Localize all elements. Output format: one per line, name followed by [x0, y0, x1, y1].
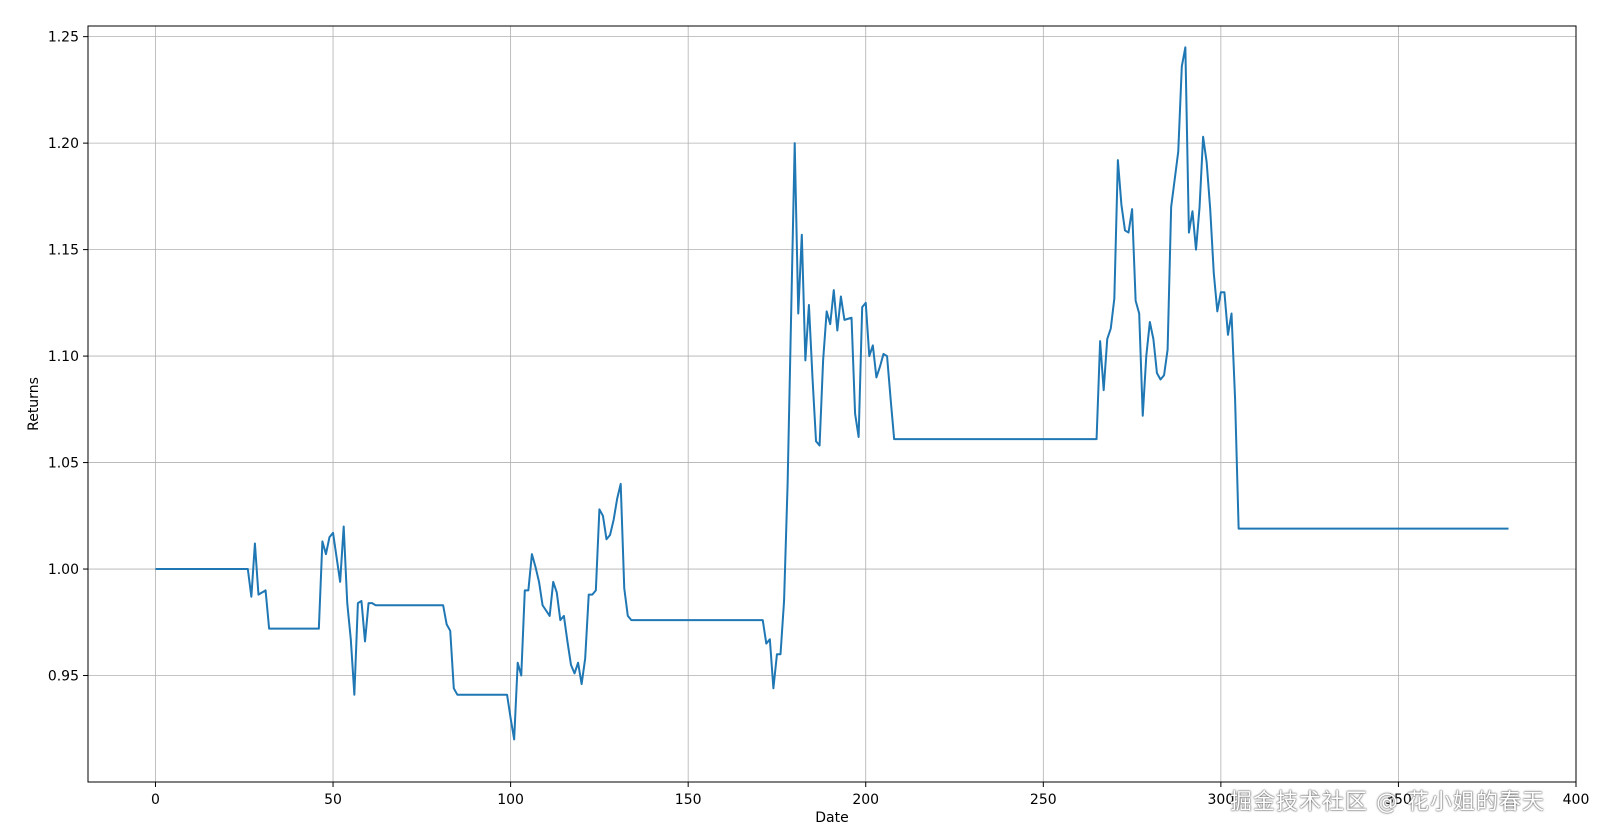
y-tick-label: 1.05	[48, 456, 79, 472]
x-tick-label: 200	[852, 792, 879, 808]
x-tick-label: 50	[324, 792, 342, 808]
plot-frame	[87, 25, 1577, 783]
x-tick-label: 100	[497, 792, 524, 808]
x-tick-label: 400	[1563, 792, 1590, 808]
y-tick-label: 1.15	[48, 243, 79, 259]
x-tick-label: 350	[1385, 792, 1412, 808]
y-tick-label: 1.25	[48, 30, 79, 46]
x-tick-label: 150	[675, 792, 702, 808]
series-line	[155, 46, 1509, 741]
y-axis-label: Returns	[26, 377, 42, 431]
x-tick-label: 300	[1208, 792, 1235, 808]
y-tick-label: 1.10	[48, 349, 79, 365]
x-axis-label: Date	[815, 810, 848, 826]
watermark-text: 掘金技术社区 @ 花小姐的春天	[1230, 790, 1545, 815]
y-tick-label: 1.20	[48, 136, 79, 152]
x-tick-label: 250	[1030, 792, 1057, 808]
axis-ticks: 0 50 100 150 200 250 300 350 400 0.95 1.00 1.05 1.10…	[48, 30, 1590, 808]
series-layer	[155, 46, 1509, 741]
x-tick-label: 0	[151, 792, 160, 808]
y-tick-label: 1.00	[48, 562, 79, 578]
y-tick-label: 0.95	[48, 669, 79, 685]
grid	[88, 26, 1577, 782]
